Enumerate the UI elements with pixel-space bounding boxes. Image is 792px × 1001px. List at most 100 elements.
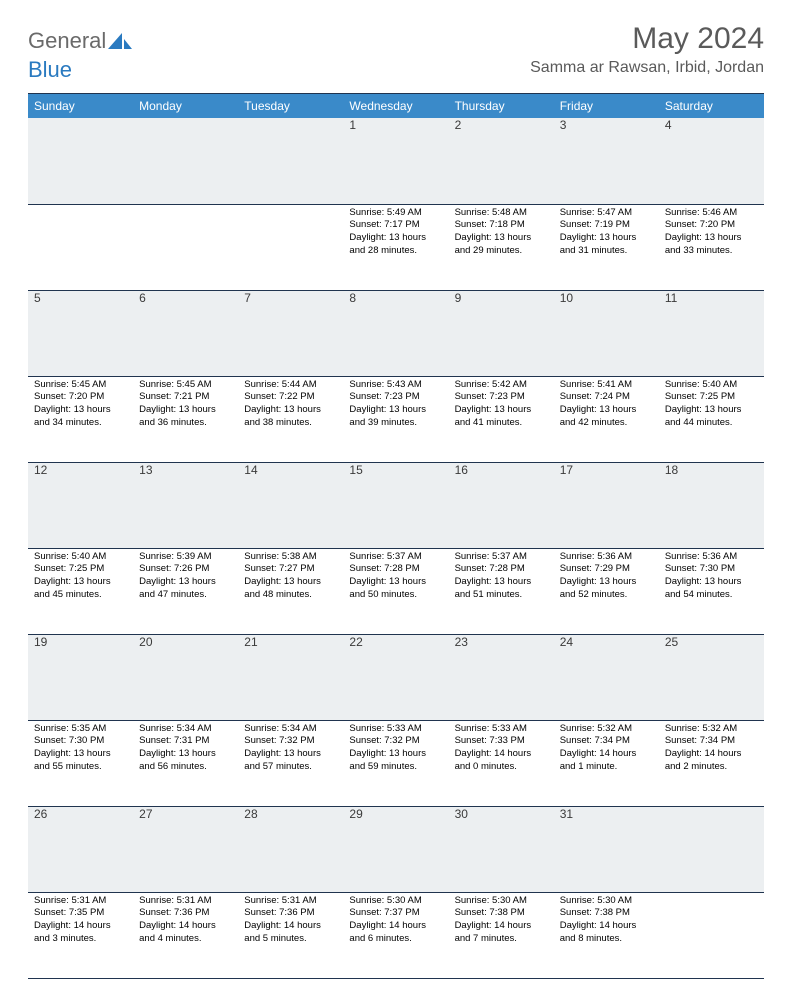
day-number: 25 [665,635,758,649]
location-text: Samma ar Rawsan, Irbid, Jordan [530,59,764,77]
info-cell: Sunrise: 5:30 AMSunset: 7:38 PMDaylight:… [449,892,554,978]
info-row: Sunrise: 5:49 AMSunset: 7:17 PMDaylight:… [28,204,764,290]
info-line: Sunset: 7:27 PM [244,563,337,576]
info-line: and 56 minutes. [139,761,232,774]
info-cell: Sunrise: 5:36 AMSunset: 7:29 PMDaylight:… [554,548,659,634]
info-line: and 44 minutes. [665,417,758,430]
info-cell: Sunrise: 5:44 AMSunset: 7:22 PMDaylight:… [238,376,343,462]
info-line: Sunset: 7:30 PM [34,735,127,748]
info-line: and 47 minutes. [139,589,232,602]
weekday-row: SundayMondayTuesdayWednesdayThursdayFrid… [28,94,764,119]
info-line: Sunrise: 5:45 AM [139,379,232,392]
month-title: May 2024 [530,22,764,55]
daynum-cell: 22 [343,634,448,720]
info-line: Daylight: 14 hours [455,748,548,761]
day-info: Sunrise: 5:30 AMSunset: 7:38 PMDaylight:… [560,893,653,946]
day-info: Sunrise: 5:35 AMSunset: 7:30 PMDaylight:… [34,721,127,774]
info-line: and 39 minutes. [349,417,442,430]
info-line: Sunrise: 5:39 AM [139,551,232,564]
info-row: Sunrise: 5:45 AMSunset: 7:20 PMDaylight:… [28,376,764,462]
info-line: Sunrise: 5:37 AM [349,551,442,564]
info-line: Daylight: 13 hours [244,576,337,589]
info-line: Sunset: 7:29 PM [560,563,653,576]
info-cell: Sunrise: 5:41 AMSunset: 7:24 PMDaylight:… [554,376,659,462]
daynum-cell: 26 [28,806,133,892]
info-line: and 50 minutes. [349,589,442,602]
info-line: Sunrise: 5:47 AM [560,207,653,220]
daynum-row: 1234 [28,118,764,204]
info-line: and 1 minute. [560,761,653,774]
info-cell: Sunrise: 5:49 AMSunset: 7:17 PMDaylight:… [343,204,448,290]
sail-icon [108,31,132,51]
info-line: Daylight: 14 hours [349,920,442,933]
day-info: Sunrise: 5:37 AMSunset: 7:28 PMDaylight:… [455,549,548,602]
calendar-table: SundayMondayTuesdayWednesdayThursdayFrid… [28,93,764,979]
info-line: Daylight: 13 hours [455,232,548,245]
day-number: 26 [34,807,127,821]
info-line: Sunrise: 5:42 AM [455,379,548,392]
info-line: and 52 minutes. [560,589,653,602]
info-cell: Sunrise: 5:32 AMSunset: 7:34 PMDaylight:… [659,720,764,806]
day-info: Sunrise: 5:34 AMSunset: 7:32 PMDaylight:… [244,721,337,774]
daynum-cell [28,118,133,204]
daynum-cell: 20 [133,634,238,720]
info-line: Daylight: 13 hours [34,748,127,761]
daynum-row: 567891011 [28,290,764,376]
info-line: Daylight: 14 hours [244,920,337,933]
day-number: 30 [455,807,548,821]
daynum-cell: 17 [554,462,659,548]
info-line: and 48 minutes. [244,589,337,602]
info-cell: Sunrise: 5:34 AMSunset: 7:31 PMDaylight:… [133,720,238,806]
info-line: Sunset: 7:17 PM [349,219,442,232]
info-line: Sunrise: 5:34 AM [139,723,232,736]
info-line: Daylight: 13 hours [244,404,337,417]
info-line: and 31 minutes. [560,245,653,258]
day-info: Sunrise: 5:49 AMSunset: 7:17 PMDaylight:… [349,205,442,258]
info-line: and 29 minutes. [455,245,548,258]
daynum-cell: 12 [28,462,133,548]
info-line: Sunset: 7:38 PM [455,907,548,920]
daynum-cell: 5 [28,290,133,376]
daynum-cell: 25 [659,634,764,720]
info-line: Sunset: 7:35 PM [34,907,127,920]
info-cell: Sunrise: 5:39 AMSunset: 7:26 PMDaylight:… [133,548,238,634]
info-line: Sunrise: 5:37 AM [455,551,548,564]
day-number: 21 [244,635,337,649]
day-info: Sunrise: 5:34 AMSunset: 7:31 PMDaylight:… [139,721,232,774]
info-line: Sunrise: 5:30 AM [455,895,548,908]
day-info: Sunrise: 5:40 AMSunset: 7:25 PMDaylight:… [34,549,127,602]
info-line: Sunrise: 5:46 AM [665,207,758,220]
daynum-cell: 10 [554,290,659,376]
info-line: Sunrise: 5:31 AM [34,895,127,908]
info-line: Sunrise: 5:32 AM [665,723,758,736]
brand-part1: General [28,28,106,54]
day-number: 3 [560,118,653,132]
day-info: Sunrise: 5:46 AMSunset: 7:20 PMDaylight:… [665,205,758,258]
info-line: Sunrise: 5:36 AM [560,551,653,564]
day-number: 12 [34,463,127,477]
info-cell: Sunrise: 5:33 AMSunset: 7:33 PMDaylight:… [449,720,554,806]
info-line: and 59 minutes. [349,761,442,774]
info-cell: Sunrise: 5:31 AMSunset: 7:36 PMDaylight:… [238,892,343,978]
info-line: Sunrise: 5:36 AM [665,551,758,564]
info-cell: Sunrise: 5:37 AMSunset: 7:28 PMDaylight:… [343,548,448,634]
day-info: Sunrise: 5:42 AMSunset: 7:23 PMDaylight:… [455,377,548,430]
day-info: Sunrise: 5:43 AMSunset: 7:23 PMDaylight:… [349,377,442,430]
info-line: Daylight: 13 hours [665,576,758,589]
info-line: Sunset: 7:22 PM [244,391,337,404]
daynum-cell: 13 [133,462,238,548]
daynum-cell: 15 [343,462,448,548]
info-line: Daylight: 13 hours [349,576,442,589]
info-cell: Sunrise: 5:40 AMSunset: 7:25 PMDaylight:… [28,548,133,634]
info-line: and 33 minutes. [665,245,758,258]
info-line: Daylight: 13 hours [349,748,442,761]
info-cell [238,204,343,290]
daynum-cell: 6 [133,290,238,376]
info-line: Sunrise: 5:45 AM [34,379,127,392]
day-number: 28 [244,807,337,821]
info-cell [28,204,133,290]
info-cell: Sunrise: 5:31 AMSunset: 7:36 PMDaylight:… [133,892,238,978]
daynum-cell: 2 [449,118,554,204]
info-line: Sunrise: 5:30 AM [560,895,653,908]
day-number: 23 [455,635,548,649]
